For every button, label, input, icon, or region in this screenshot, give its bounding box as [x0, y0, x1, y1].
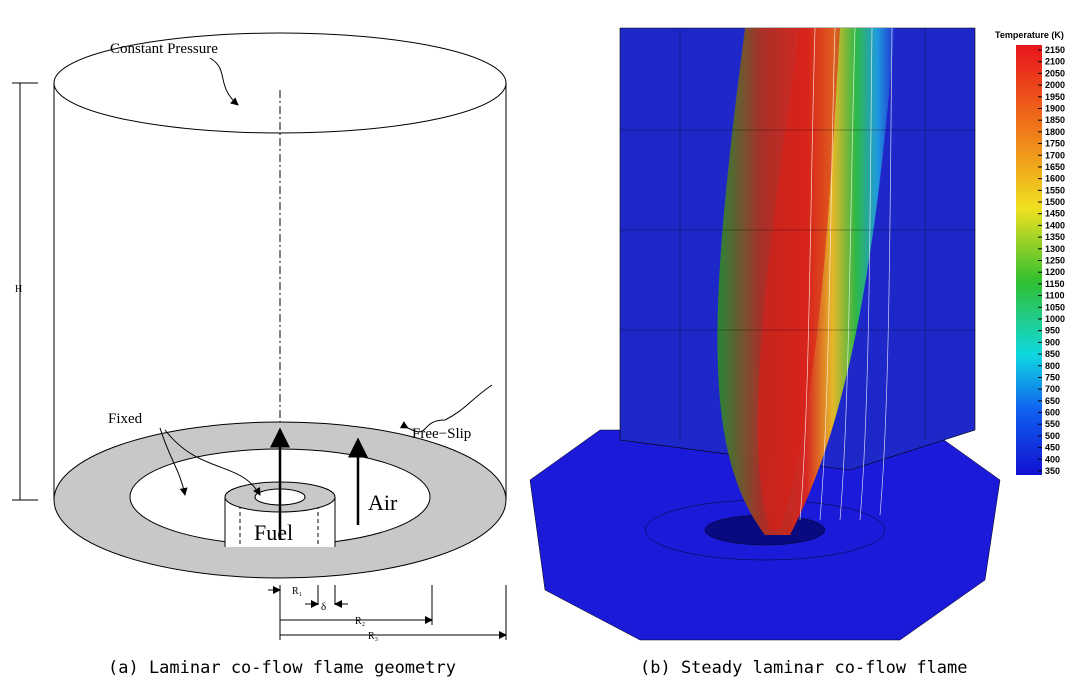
colorbar-tick-label: 1700 — [1045, 150, 1065, 160]
colorbar-tick-label: 1350 — [1045, 232, 1065, 242]
colorbar-tick-label: 2100 — [1045, 57, 1065, 67]
colorbar-tick-label: 1000 — [1045, 314, 1065, 324]
colorbar-tick-label: 1900 — [1045, 103, 1065, 113]
colorbar-tick-label: 450 — [1045, 443, 1060, 453]
label: δ — [321, 601, 326, 613]
colorbar-tick-label: 600 — [1045, 408, 1060, 418]
colorbar-tick-label: 750 — [1045, 372, 1060, 382]
figure: Constant Pressure H Fixed Free−Slip Fuel… — [0, 0, 1078, 685]
colorbar-tick-label: 1150 — [1045, 279, 1065, 289]
colorbar-tick-label: 500 — [1045, 431, 1060, 441]
colorbar-tick-label: 700 — [1045, 384, 1060, 394]
label: Air — [368, 490, 398, 515]
colorbar-tick-label: 1750 — [1045, 139, 1065, 149]
colorbar-tick-label: 2000 — [1045, 80, 1065, 90]
colorbar-title: Temperature (K) — [995, 30, 1064, 40]
label: Constant Pressure — [110, 41, 218, 57]
colorbar-tick-label: 1950 — [1045, 92, 1065, 102]
colorbar-tick-label: 1500 — [1045, 197, 1065, 207]
colorbar-tick-label: 1600 — [1045, 174, 1065, 184]
colorbar-tick-label: 1050 — [1045, 302, 1065, 312]
colorbar-tick-label: 650 — [1045, 396, 1060, 406]
colorbar-tick-label: 1250 — [1045, 256, 1065, 266]
colorbar-tick-label: 850 — [1045, 349, 1060, 359]
colorbar-tick-label: 2150 — [1045, 45, 1065, 55]
colorbar-tick-label: 1200 — [1045, 267, 1065, 277]
colorbar-tick-label: 350 — [1045, 466, 1060, 476]
label: R₃ — [368, 631, 378, 642]
colorbar-tick-label: 1400 — [1045, 220, 1065, 230]
colorbar-tick-label: 1450 — [1045, 209, 1065, 219]
label: R₁ — [292, 586, 302, 597]
colorbar-tick-label: 1850 — [1045, 115, 1065, 125]
colorbar-tick-label: 400 — [1045, 454, 1060, 464]
colorbar-tick-label: 2050 — [1045, 68, 1065, 78]
label: Fuel — [254, 520, 293, 545]
caption: (a) Laminar co-flow flame geometry — [108, 658, 456, 678]
colorbar-tick-label: 550 — [1045, 419, 1060, 429]
label: Free−Slip — [412, 426, 471, 442]
label: Fixed — [108, 411, 143, 427]
caption: (b) Steady laminar co-flow flame — [640, 658, 968, 678]
colorbar-tick-label: 1300 — [1045, 244, 1065, 254]
colorbar-tick-label: 950 — [1045, 326, 1060, 336]
colorbar-tick-label: 900 — [1045, 337, 1060, 347]
panel-a-labels: Constant Pressure H Fixed Free−Slip Fuel… — [15, 41, 471, 678]
colorbar-tick-label: 1100 — [1045, 291, 1065, 301]
colorbar-tick-label: 800 — [1045, 361, 1060, 371]
label: H — [15, 284, 22, 295]
colorbar-tick-label: 1650 — [1045, 162, 1065, 172]
label: R₂ — [355, 616, 365, 627]
panel-a — [12, 33, 506, 640]
colorbar-tick-label: 1800 — [1045, 127, 1065, 137]
colorbar-tick-label: 1550 — [1045, 185, 1065, 195]
